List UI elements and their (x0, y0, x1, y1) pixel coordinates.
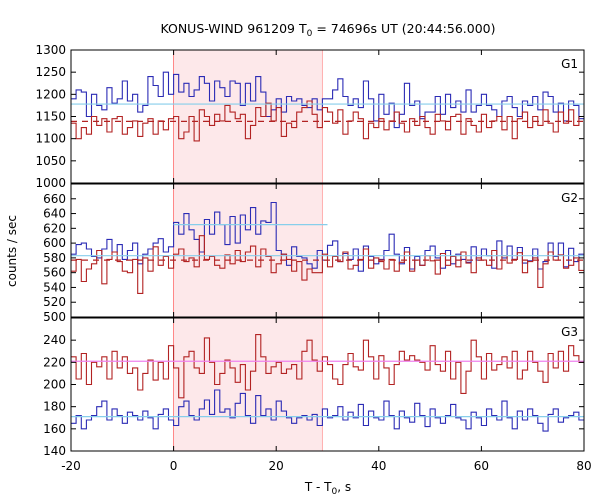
y-tick-label: 1200 (35, 87, 66, 101)
y-tick-label: 640 (43, 207, 66, 221)
x-axis-title: T - T0, s (304, 480, 351, 497)
y-tick-label: 560 (43, 266, 66, 280)
y-tick-label: 1050 (35, 154, 66, 168)
series-line-1 (71, 201, 584, 272)
y-tick-label: 220 (43, 355, 66, 369)
series-line-2 (71, 389, 584, 432)
x-tick-label: 80 (576, 459, 591, 473)
y-tick-label: 600 (43, 236, 66, 250)
y-tick-label: 500 (43, 310, 66, 324)
y-tick-label: 1000 (35, 176, 66, 190)
y-tick-label: 520 (43, 295, 66, 309)
panel-g3: 140 160 180 200 220 240 G3 (43, 317, 585, 458)
panel-data (71, 201, 584, 294)
series-line-2 (71, 100, 584, 142)
series-line-1 (71, 334, 584, 399)
panel-frame (70, 317, 585, 452)
shaded-interval (173, 50, 323, 183)
y-tick-label: 620 (43, 221, 66, 235)
shaded-interval (173, 318, 323, 451)
panel-label: G1 (561, 57, 578, 71)
y-tick-label: 540 (43, 280, 66, 294)
y-tick-label: 1100 (35, 132, 66, 146)
y-tick-label: 160 (43, 422, 66, 436)
panels-layer: 1000105011001150120012501300G15005205405… (35, 43, 591, 473)
panel-data (71, 71, 584, 142)
y-tick-label: 240 (43, 333, 66, 347)
x-tick-label: -20 (61, 459, 81, 473)
x-tick-label: 0 (170, 459, 178, 473)
panel-label: G2 (561, 191, 578, 205)
y-tick-label: 1150 (35, 110, 66, 124)
y-tick-label: 580 (43, 251, 66, 265)
x-tick-label: 20 (269, 459, 284, 473)
y-axis-title: counts / sec (5, 215, 19, 287)
panel-g1: 1000 1050 1100 1150 1200 1250 1300 G1 (35, 43, 585, 190)
series-line-2 (71, 235, 584, 294)
y-tick-label: 660 (43, 192, 66, 206)
panel-label: G3 (561, 325, 578, 339)
y-tick-label: 1250 (35, 65, 66, 79)
y-tick-label: 1300 (35, 43, 66, 57)
chart-title: KONUS-WIND 961209 T0 = 74696s UT (20:44:… (160, 21, 495, 39)
y-tick-label: 200 (43, 378, 66, 392)
x-tick-label: 40 (371, 459, 386, 473)
shaded-interval (173, 184, 323, 317)
panel-data (71, 334, 584, 432)
x-tick-label: 60 (474, 459, 489, 473)
y-tick-label: 140 (43, 444, 66, 458)
y-tick-label: 180 (43, 400, 66, 414)
panel-frame (70, 183, 585, 318)
